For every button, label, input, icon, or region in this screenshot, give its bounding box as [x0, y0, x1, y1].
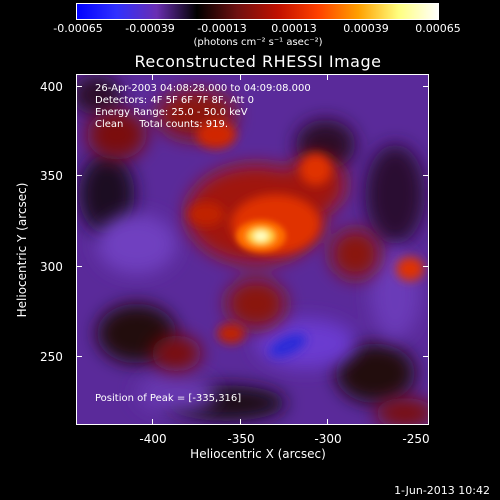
x-tick — [240, 419, 241, 425]
y-tick — [423, 86, 429, 87]
info-clean-counts: Clean Total counts: 919. — [95, 119, 229, 130]
colorbar-tick-label: -0.00013 — [197, 22, 247, 35]
colorbar-tick-label: 0.00065 — [415, 22, 461, 35]
y-tick — [76, 266, 82, 267]
info-time-range: 26-Apr-2003 04:08:28.000 to 04:09:08.000 — [95, 83, 311, 94]
y-tick — [423, 356, 429, 357]
plot-title: Reconstructed RHESSI Image — [134, 52, 382, 71]
x-tick-label: -250 — [402, 432, 430, 446]
y-tick-label: 250 — [40, 350, 63, 364]
colorbar — [76, 3, 439, 20]
x-tick-label: -350 — [227, 432, 255, 446]
x-axis-title: Heliocentric X (arcsec) — [190, 447, 326, 461]
y-tick — [423, 175, 429, 176]
y-tick — [76, 356, 82, 357]
y-tick — [423, 266, 429, 267]
x-tick — [240, 74, 241, 80]
x-tick — [152, 419, 153, 425]
image-plot-area: 26-Apr-2003 04:08:28.000 to 04:09:08.000… — [76, 74, 429, 425]
x-tick-label: -300 — [314, 432, 342, 446]
colorbar-units-label: (photons cm⁻² s⁻¹ asec⁻²) — [193, 37, 323, 48]
colorbar-tick-label: -0.00065 — [53, 22, 103, 35]
x-tick — [327, 74, 328, 80]
colorbar-tick-label: 0.00039 — [343, 22, 389, 35]
colorbar-tick-label: 0.00013 — [271, 22, 317, 35]
y-tick — [76, 86, 82, 87]
y-tick — [76, 175, 82, 176]
x-tick — [152, 74, 153, 80]
y-tick-label: 300 — [40, 260, 63, 274]
y-tick-label: 400 — [40, 80, 63, 94]
colorbar-border — [76, 3, 439, 20]
y-axis-title: Heliocentric Y (arcsec) — [15, 182, 29, 318]
x-tick-label: -400 — [139, 432, 167, 446]
x-tick — [327, 419, 328, 425]
y-tick-label: 350 — [40, 169, 63, 183]
info-detectors: Detectors: 4F 5F 6F 7F 8F, Att 0 — [95, 95, 255, 106]
reconstructed-image — [77, 75, 428, 424]
colorbar-gradient — [76, 3, 439, 20]
observation-info: 26-Apr-2003 04:08:28.000 to 04:09:08.000… — [95, 83, 311, 131]
peak-position-label: Position of Peak = [-335,316] — [95, 393, 242, 404]
info-energy-range: Energy Range: 25.0 - 50.0 keV — [95, 107, 248, 118]
colorbar-tick-label: -0.00039 — [125, 22, 175, 35]
footer-date: 1-Jun-2013 10:42 — [394, 484, 490, 497]
